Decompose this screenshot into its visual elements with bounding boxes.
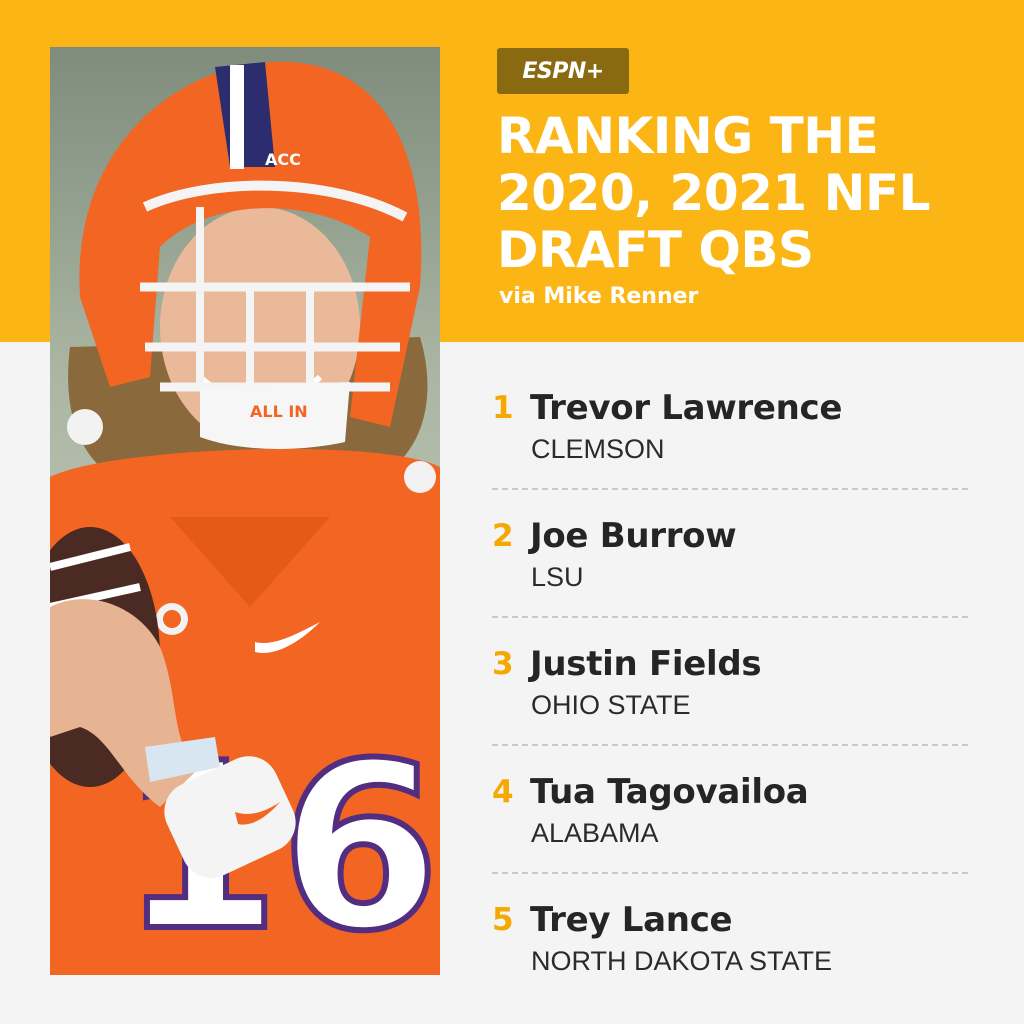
ranking-item: 3 Justin Fields OHIO STATE bbox=[492, 641, 968, 769]
rankings-list: 1 Trevor Lawrence CLEMSON 2 Joe Burrow L… bbox=[492, 385, 968, 1024]
player-school: LSU bbox=[531, 562, 584, 592]
player-photo: 16 ACC ALL IN bbox=[50, 47, 440, 975]
player-school: ALABAMA bbox=[531, 818, 659, 848]
headline-line-1: RANKING THE bbox=[497, 107, 879, 165]
espn-plus-logo-text: ESPN+ bbox=[522, 58, 604, 84]
ranking-item: 2 Joe Burrow LSU bbox=[492, 513, 968, 641]
headline: RANKING THE 2020, 2021 NFL DRAFT QBS bbox=[497, 108, 997, 279]
rank-number: 3 bbox=[492, 646, 514, 682]
chin-strap-text: ALL IN bbox=[250, 402, 308, 421]
rank-number: 2 bbox=[492, 518, 514, 554]
player-school: OHIO STATE bbox=[531, 690, 691, 720]
ranking-item: 4 Tua Tagovailoa ALABAMA bbox=[492, 769, 968, 897]
dashed-divider bbox=[492, 744, 968, 746]
ranking-item: 1 Trevor Lawrence CLEMSON bbox=[492, 385, 968, 513]
espn-plus-logo: ESPN+ bbox=[497, 48, 629, 94]
byline: via Mike Renner bbox=[499, 284, 699, 309]
rank-number: 5 bbox=[492, 902, 514, 938]
ranking-item: 5 Trey Lance NORTH DAKOTA STATE bbox=[492, 897, 968, 1024]
player-name: Trey Lance bbox=[530, 900, 733, 940]
player-name: Justin Fields bbox=[530, 644, 762, 684]
helmet-logo: ACC bbox=[265, 150, 301, 169]
headline-line-2: 2020, 2021 NFL bbox=[497, 164, 931, 222]
svg-text:16: 16 bbox=[120, 715, 440, 975]
dashed-divider bbox=[492, 488, 968, 490]
dashed-divider bbox=[492, 872, 968, 874]
player-school: CLEMSON bbox=[531, 434, 665, 464]
player-school: NORTH DAKOTA STATE bbox=[531, 946, 833, 976]
rank-number: 1 bbox=[492, 390, 514, 426]
player-name: Joe Burrow bbox=[530, 516, 737, 556]
player-name: Tua Tagovailoa bbox=[530, 772, 809, 812]
headline-line-3: DRAFT QBS bbox=[497, 221, 814, 279]
player-name: Trevor Lawrence bbox=[530, 388, 843, 428]
rank-number: 4 bbox=[492, 774, 514, 810]
dashed-divider bbox=[492, 616, 968, 618]
